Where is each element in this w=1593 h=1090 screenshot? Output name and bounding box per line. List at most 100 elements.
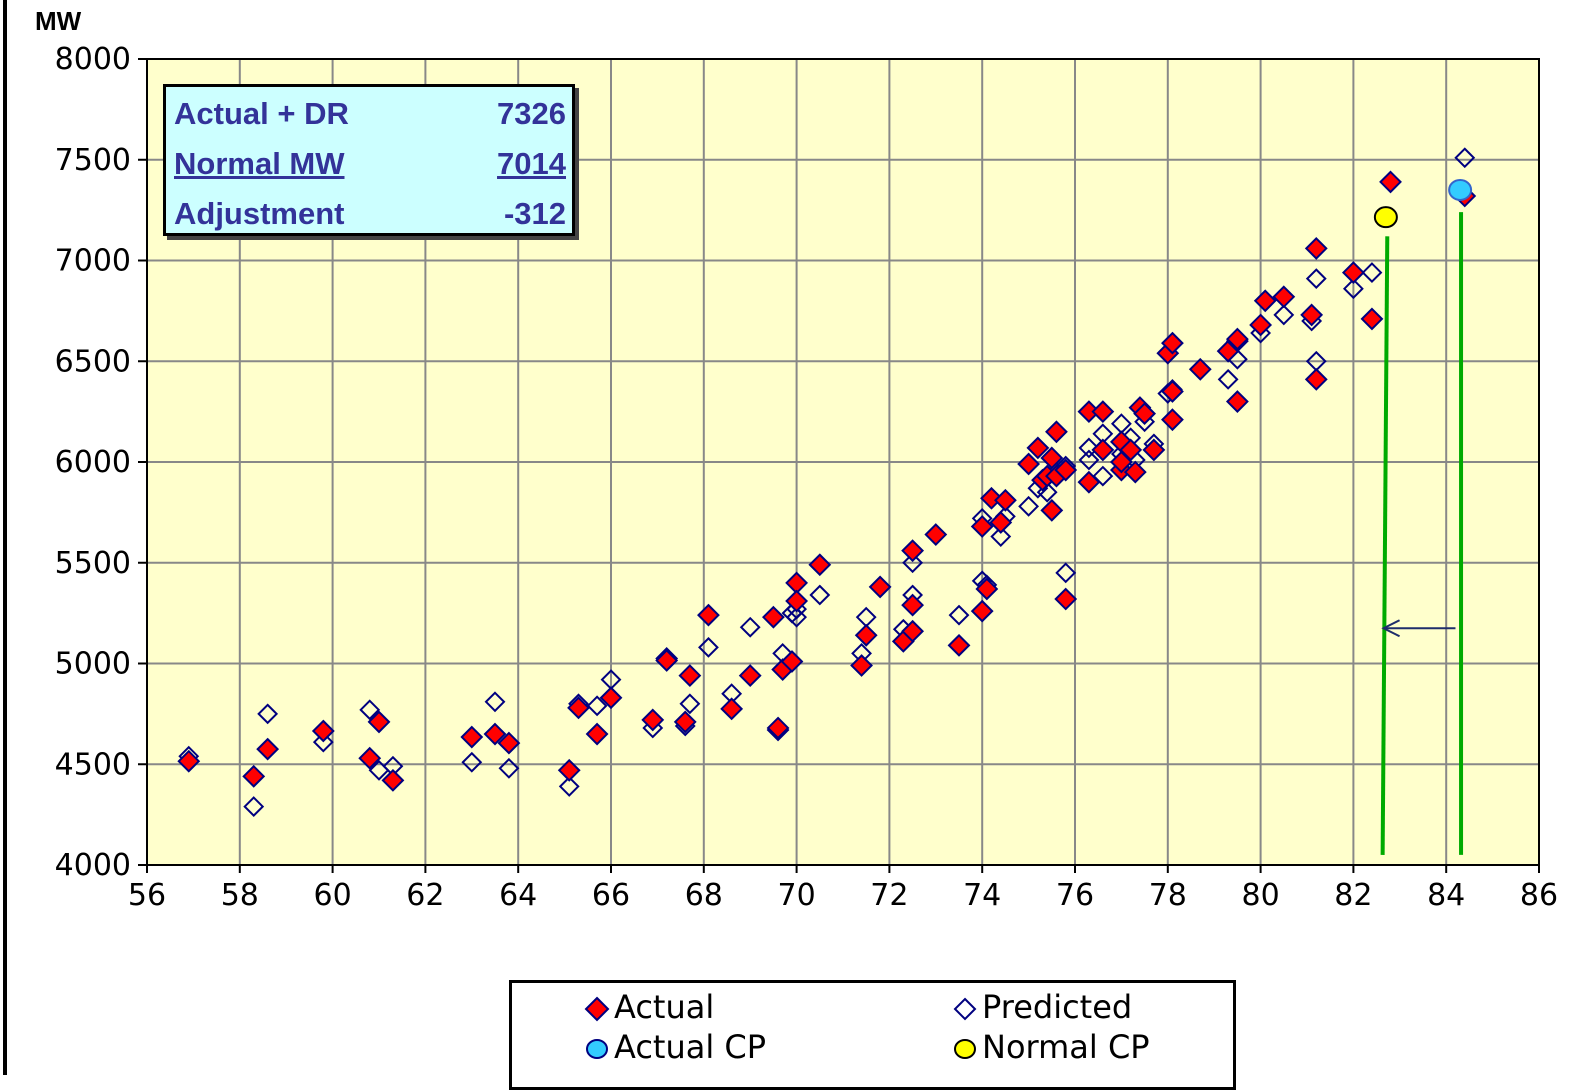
point-actual: [1188, 357, 1212, 381]
point-actual-cp: [1448, 178, 1473, 201]
point-actual: [381, 768, 405, 792]
point-actual: [1123, 460, 1147, 484]
y-axis-label: MW: [35, 6, 82, 36]
info-row-adjustment: Adjustment -312: [174, 189, 566, 239]
point-predicted: [1217, 368, 1239, 390]
legend-label: Actual: [614, 988, 715, 1026]
x-tick-label: 86: [1520, 878, 1558, 913]
point-actual: [1077, 470, 1101, 494]
x-tick-label: 62: [406, 878, 444, 913]
point-actual: [738, 664, 762, 688]
info-value: 7014: [497, 146, 566, 181]
info-label: Adjustment: [174, 196, 345, 231]
point-actual: [975, 577, 999, 601]
point-predicted: [902, 552, 924, 574]
x-tick-label: 76: [1056, 878, 1094, 913]
legend-label: Normal CP: [982, 1028, 1150, 1066]
data-points: [177, 147, 1477, 817]
point-actual: [1054, 458, 1078, 482]
point-predicted: [558, 776, 580, 797]
point-actual: [1040, 446, 1064, 470]
point-predicted: [461, 751, 483, 773]
diamond-filled-icon: [584, 996, 610, 1022]
plot-border: [146, 58, 1540, 866]
point-actual: [993, 488, 1017, 512]
info-value: 7326: [497, 96, 566, 131]
point-predicted: [809, 584, 831, 606]
legend-item-normal-cp: Normal CP: [952, 1027, 1150, 1067]
y-tick-label: 7500: [55, 143, 131, 178]
point-predicted: [1454, 147, 1476, 169]
point-actual: [766, 716, 790, 740]
annotations: [1380, 212, 1464, 855]
point-actual: [720, 697, 744, 721]
point-actual: [924, 523, 948, 546]
legend-label: Predicted: [982, 988, 1133, 1026]
point-actual: [242, 764, 266, 788]
point-actual: [850, 654, 873, 677]
point-predicted: [1273, 304, 1295, 326]
point-actual: [673, 710, 697, 734]
y-tick-label: 4000: [55, 848, 131, 883]
legend: Actual Predicted Actual CP Normal CP: [509, 980, 1236, 1090]
point-predicted: [257, 703, 279, 725]
point-predicted: [243, 796, 265, 817]
point-actual: [497, 731, 521, 755]
point-actual: [1119, 438, 1143, 462]
info-row-actual-dr: Actual + DR 7326: [174, 89, 566, 139]
point-actual: [460, 725, 484, 749]
legend-item-actual-cp: Actual CP: [584, 1027, 766, 1067]
point-actual: [1054, 587, 1078, 611]
point-predicted: [586, 695, 608, 717]
point-predicted: [1078, 437, 1100, 459]
info-row-normal-mw: Normal MW 7014: [174, 139, 566, 189]
legend-item-actual: Actual: [584, 987, 714, 1027]
point-predicted: [1092, 465, 1114, 487]
y-tick-label: 6000: [55, 445, 131, 480]
info-box: Actual + DR 7326 Normal MW 7014 Adjustme…: [163, 84, 575, 236]
point-actual: [557, 758, 581, 782]
point-predicted: [484, 691, 506, 713]
point-actual: [1142, 438, 1166, 462]
arrow-head-icon: [1381, 619, 1401, 638]
point-actual: [854, 623, 878, 647]
point-actual: [1379, 170, 1402, 194]
diamond-open-icon: [953, 997, 977, 1021]
point-actual: [1225, 327, 1249, 351]
point-actual: [1360, 307, 1384, 331]
info-label: Normal MW: [174, 146, 345, 181]
point-actual: [970, 599, 994, 623]
point-predicted: [786, 606, 808, 628]
point-actual: [1304, 367, 1328, 391]
axes: 56 58 60 62 64 66 68 70 72 74 76 78 80 82 84 86 4000 4500…: [55, 42, 1558, 913]
point-predicted: [498, 757, 520, 779]
x-tick-label: 74: [963, 878, 1001, 913]
x-tick-label: 84: [1427, 878, 1465, 913]
point-actual: [989, 511, 1013, 534]
point-predicted: [1078, 449, 1100, 471]
point-actual: [1091, 400, 1115, 424]
point-actual: [177, 749, 201, 773]
point-actual: [1017, 452, 1041, 476]
point-normal-cp: [1373, 206, 1398, 229]
point-predicted: [312, 731, 334, 753]
green-vertical-line: [1380, 236, 1390, 855]
x-tick-label: 64: [499, 878, 537, 913]
point-actual: [1161, 408, 1184, 432]
point-actual: [641, 708, 665, 732]
info-value: -312: [503, 196, 566, 231]
point-predicted: [1342, 278, 1364, 300]
point-actual: [970, 515, 994, 538]
point-actual: [901, 539, 925, 563]
point-actual: [761, 605, 785, 629]
point-actual: [980, 486, 1003, 510]
point-actual: [1133, 402, 1157, 426]
info-label: Actual + DR: [174, 96, 349, 131]
x-tick-label: 60: [314, 878, 352, 913]
point-actual: [901, 593, 925, 617]
point-actual: [1341, 261, 1365, 285]
point-predicted: [679, 693, 701, 715]
point-actual: [1249, 313, 1273, 337]
x-tick-label: 82: [1334, 878, 1372, 913]
point-actual: [256, 737, 280, 761]
